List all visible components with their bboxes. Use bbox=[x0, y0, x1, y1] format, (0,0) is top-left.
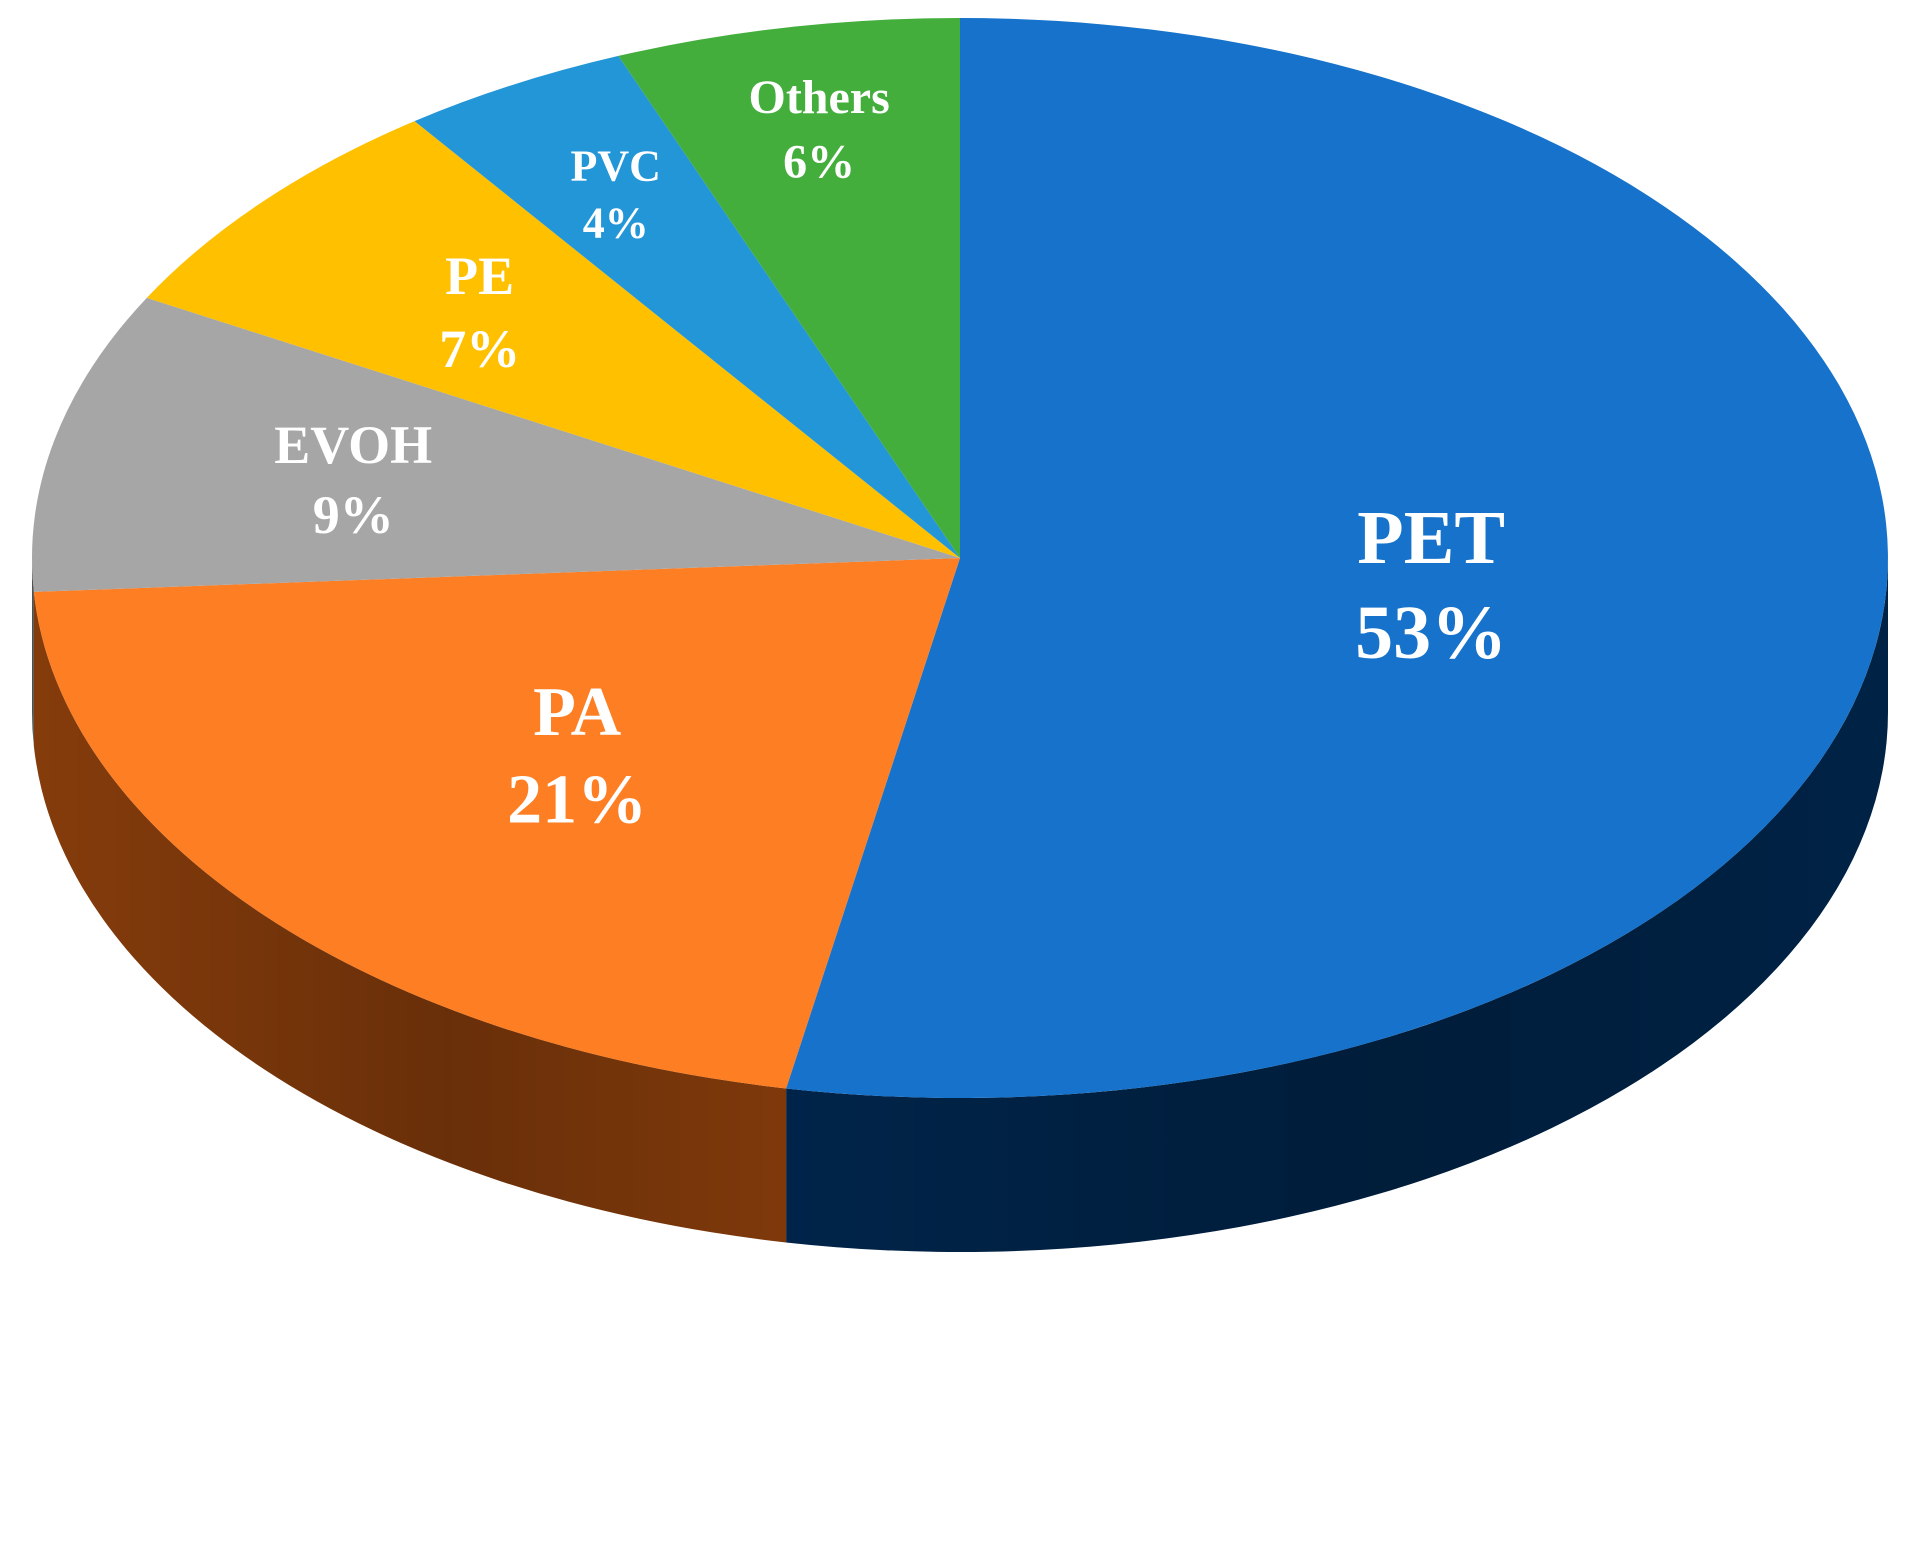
pie-slices bbox=[31, 18, 1888, 1098]
slice-label-others: Others bbox=[748, 71, 889, 124]
slice-label-pet: PET bbox=[1357, 496, 1505, 580]
slice-percent-pet: 53% bbox=[1355, 591, 1507, 675]
pie-slice-pa bbox=[33, 558, 960, 1089]
pie-slice-others bbox=[618, 18, 960, 558]
slice-label-pa: PA bbox=[533, 674, 622, 751]
slice-label-pe: PE bbox=[445, 246, 514, 306]
pie-slice-pet bbox=[786, 18, 1888, 1098]
pie-depth-sides bbox=[32, 558, 1889, 1253]
slice-percent-pvc: 4% bbox=[583, 199, 649, 248]
slice-percent-pa: 21% bbox=[507, 762, 647, 839]
slice-percent-pe: 7% bbox=[439, 319, 520, 379]
pie-slice-evoh bbox=[31, 297, 961, 592]
pie-slice-pvc bbox=[414, 55, 960, 559]
pie-slice-pe bbox=[146, 121, 961, 558]
slice-percent-others: 6% bbox=[783, 136, 855, 189]
pie-labels: PET 53% PA 21% EVOH 9% PE 7% PVC 4% Others 6% bbox=[274, 71, 1507, 839]
slice-label-pvc: PVC bbox=[571, 141, 661, 190]
slice-label-evoh: EVOH bbox=[274, 415, 432, 475]
pie-side-shade-pet bbox=[786, 558, 1889, 1253]
pie-side-shade-pa bbox=[33, 591, 787, 1243]
pie-side-shade-evoh bbox=[32, 558, 34, 746]
slice-percent-evoh: 9% bbox=[313, 485, 394, 545]
